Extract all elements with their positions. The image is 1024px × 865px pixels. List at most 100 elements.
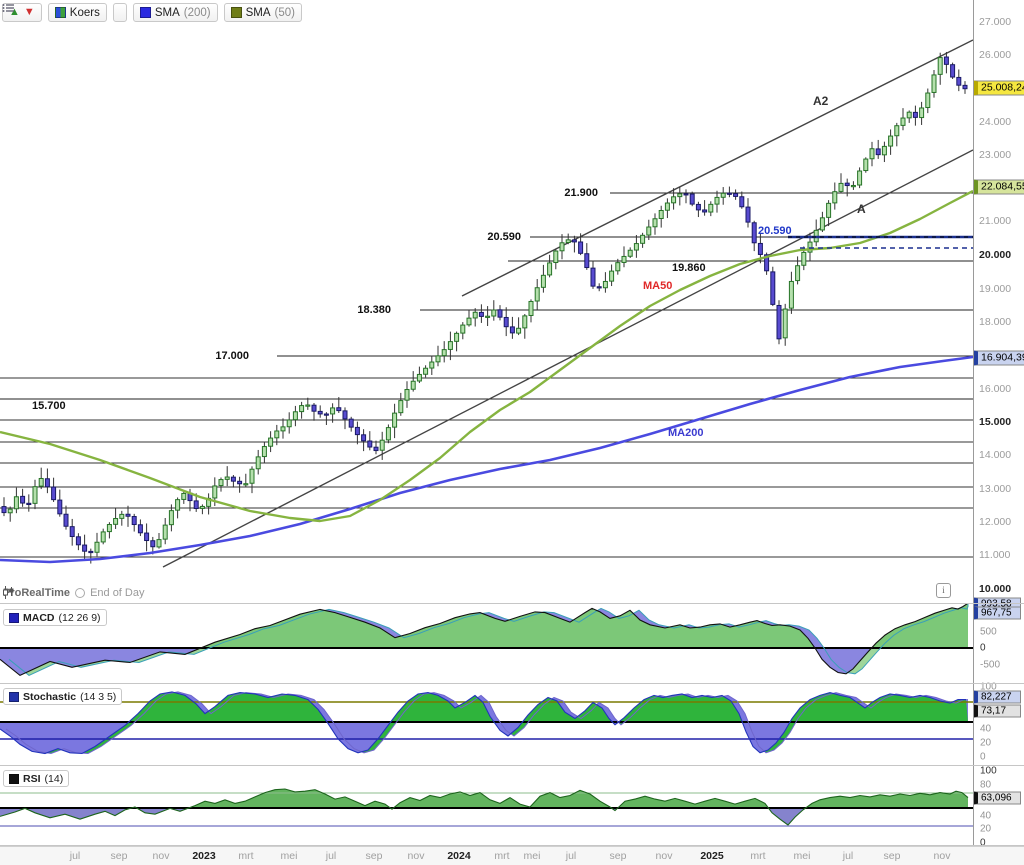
price-tick: 21.000 [979, 215, 1012, 227]
price-value-box: 22.084,55 [974, 179, 1024, 195]
rsi-icon [9, 773, 19, 784]
time-tick-month: mrt [750, 850, 766, 862]
sma50-button[interactable]: SMA (50) [223, 3, 302, 22]
sma200-button[interactable]: SMA (200) [132, 3, 218, 22]
time-tick-month: jul [565, 850, 577, 862]
price-tick: 18.000 [979, 316, 1012, 328]
list-icon [2, 4, 14, 12]
indicator-value-box: 63,096 [974, 791, 1021, 805]
price-tick: 27.000 [979, 16, 1012, 28]
indicator-value-box: 967,75 [974, 606, 1021, 620]
macd-params: (12 26 9) [58, 611, 101, 624]
koers-button[interactable]: Koers [47, 3, 107, 22]
indicator-tick: 0 [980, 642, 986, 654]
rsi-title: RSI [23, 772, 41, 785]
price-tick: 11.000 [979, 549, 1011, 561]
price-value-box: 16.904,39 [974, 350, 1024, 366]
panel-separator [0, 845, 1024, 846]
stochastic-settings-button[interactable]: Stochastic (14 3 5) [3, 688, 123, 705]
sma50-param: (50) [274, 6, 295, 19]
macd-title: MACD [23, 611, 55, 624]
sma200-label: SMA [154, 6, 180, 19]
macd-icon [9, 612, 19, 623]
time-tick-month: sep [365, 850, 383, 862]
stochastic-params: (14 3 5) [80, 690, 117, 703]
time-tick-month: nov [655, 850, 673, 862]
time-tick-month: jul [69, 850, 81, 862]
koers-label: Koers [69, 6, 100, 19]
sma200-param: (200) [183, 6, 211, 19]
price-tick: 14.000 [979, 449, 1012, 461]
time-tick-month: mei [523, 850, 541, 862]
time-tick-month: sep [110, 850, 128, 862]
price-chart[interactable] [0, 0, 973, 846]
panel-separator [0, 603, 1024, 604]
sma50-label: SMA [245, 6, 271, 19]
panel-separator [0, 683, 1024, 684]
indicator-tick: 0 [980, 751, 986, 763]
up-arrow-icon: ▲ [9, 6, 20, 18]
price-tick: 24.000 [979, 116, 1012, 128]
time-tick-month: nov [933, 850, 951, 862]
trendline-label[interactable]: A [857, 202, 866, 216]
info-button[interactable]: i [936, 583, 951, 598]
indicator-tick: 100 [980, 681, 997, 693]
indicator-value-box: 73,17 [974, 704, 1021, 718]
watermark: ProRealTime End of Day [3, 586, 144, 600]
time-tick-month: sep [609, 850, 627, 862]
level-label[interactable]: 21.900 [564, 187, 598, 199]
price-tick: 23.000 [979, 149, 1012, 161]
time-tick-year: 2025 [700, 850, 724, 862]
indicator-tick: 20 [980, 737, 992, 749]
time-tick-month: mrt [494, 850, 510, 862]
indicator-tick: -500 [980, 659, 1001, 671]
candlestick-logo-icon [3, 586, 14, 599]
annotation-text[interactable]: MA200 [668, 427, 704, 439]
price-value-box: 25.008,24 [974, 80, 1024, 96]
price-tick: 15.000 [979, 416, 1012, 428]
time-tick-year: 2023 [192, 850, 216, 862]
price-tick: 13.000 [979, 483, 1012, 495]
indicator-list-button[interactable] [2, 3, 127, 22]
level-label[interactable]: 18.380 [357, 304, 391, 316]
annotation-text[interactable]: MA50 [643, 280, 673, 292]
stochastic-title: Stochastic [23, 690, 77, 703]
rsi-params: (14) [44, 772, 64, 785]
time-tick-year: 2024 [447, 850, 471, 862]
toolbar: ▲ ▼ Koers SMA (200) SMA (50) [2, 3, 302, 22]
time-tick-month: mei [280, 850, 298, 862]
indicator-value-box: 82,227 [974, 690, 1021, 704]
axis-border [973, 0, 974, 845]
level-label[interactable]: 20.590 [487, 231, 521, 243]
down-arrow-icon: ▼ [23, 6, 35, 18]
time-tick-month: jul [842, 850, 854, 862]
time-tick-month: sep [883, 850, 901, 862]
indicator-tick: 0 [980, 837, 986, 849]
level-label[interactable]: 17.000 [215, 350, 249, 362]
indicator-tick: 80 [980, 779, 992, 791]
mode-label: End of Day [90, 587, 145, 599]
indicator-tick: 500 [980, 626, 997, 638]
price-tick: 16.000 [979, 383, 1012, 395]
sma50-icon [230, 7, 242, 18]
indicator-tick: 20 [980, 823, 992, 835]
indicator-tick: 40 [980, 810, 992, 822]
level-label[interactable]: 19.860 [672, 262, 706, 274]
price-tick: 26.000 [979, 49, 1012, 61]
stochastic-icon [9, 691, 19, 702]
time-axis[interactable]: jul sep nov 2023 mrt mei jul sep nov 2024 mrt mei ju… [0, 846, 1024, 865]
sma200-icon [139, 7, 151, 18]
brand-name: ProRealTime [3, 587, 71, 599]
rsi-settings-button[interactable]: RSI (14) [3, 770, 70, 787]
time-tick-month: nov [407, 850, 425, 862]
time-tick-month: mrt [238, 850, 254, 862]
trendline-label[interactable]: A2 [813, 94, 829, 108]
annotation-text[interactable]: 20.590 [758, 225, 792, 237]
time-tick-month: mei [793, 850, 811, 862]
time-tick-month: nov [152, 850, 170, 862]
macd-settings-button[interactable]: MACD (12 26 9) [3, 609, 107, 626]
level-label[interactable]: 15.700 [32, 400, 66, 412]
mode-radio-icon [75, 588, 86, 598]
price-tick: 20.000 [979, 249, 1012, 261]
